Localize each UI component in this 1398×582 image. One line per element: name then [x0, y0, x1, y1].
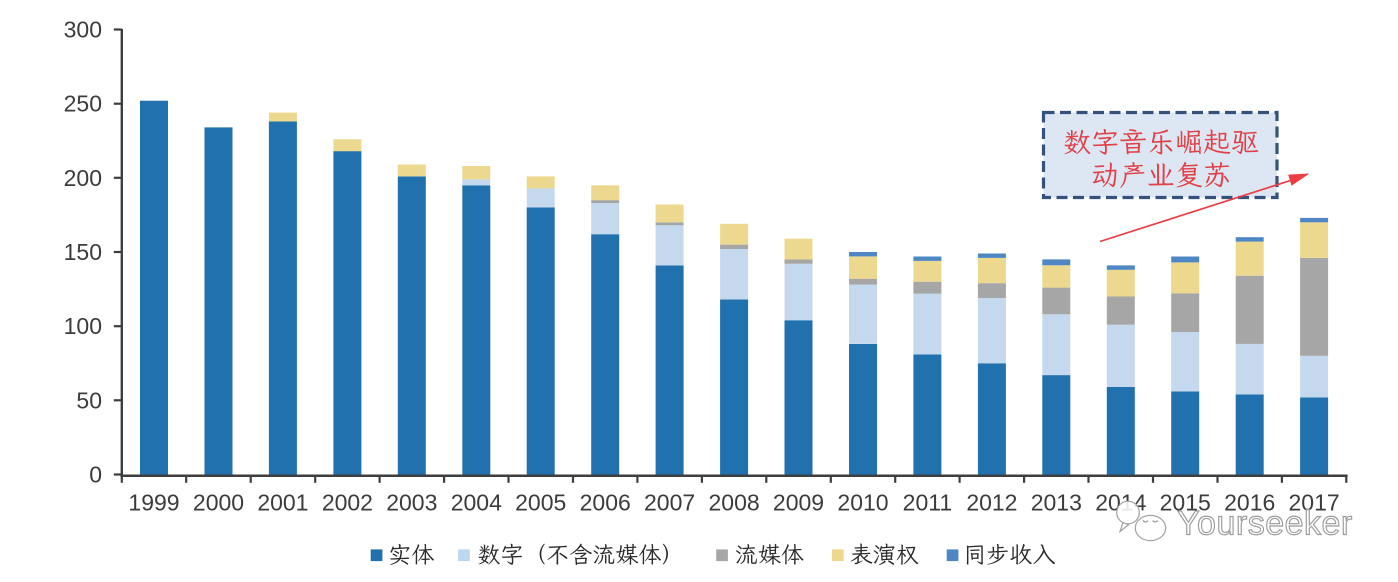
svg-text:Yourseeker: Yourseeker: [1177, 505, 1353, 543]
svg-text:2015: 2015: [1160, 490, 1211, 516]
svg-text:300: 300: [64, 17, 102, 43]
svg-text:2012: 2012: [966, 490, 1017, 516]
svg-text:150: 150: [64, 239, 102, 265]
svg-text:2005: 2005: [515, 490, 566, 516]
svg-text:2000: 2000: [193, 490, 244, 516]
svg-text:2009: 2009: [773, 490, 824, 516]
svg-text:50: 50: [76, 387, 102, 413]
svg-text:2002: 2002: [322, 490, 373, 516]
svg-text:250: 250: [64, 91, 102, 117]
svg-text:2011: 2011: [903, 490, 952, 516]
svg-text:2017: 2017: [1289, 490, 1340, 516]
svg-text:2001: 2001: [257, 490, 308, 516]
svg-text:2013: 2013: [1031, 490, 1082, 516]
svg-text:1999: 1999: [128, 490, 179, 516]
svg-text:2003: 2003: [386, 490, 437, 516]
svg-text:0: 0: [89, 462, 102, 488]
svg-text:2016: 2016: [1224, 490, 1275, 516]
svg-text:200: 200: [64, 165, 102, 191]
svg-text:2008: 2008: [709, 490, 760, 516]
svg-text:2006: 2006: [580, 490, 631, 516]
svg-text:2007: 2007: [644, 490, 695, 516]
svg-text:2004: 2004: [451, 490, 502, 516]
svg-text:100: 100: [64, 313, 102, 339]
svg-text:2010: 2010: [837, 490, 888, 516]
